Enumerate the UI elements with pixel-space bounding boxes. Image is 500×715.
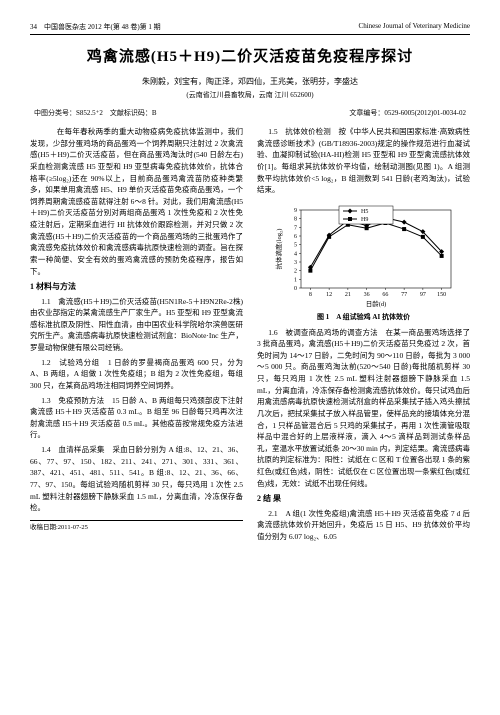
paper-title: 鸡禽流感(H5＋H9)二价灭活疫苗免疫程序探讨 [30,45,470,66]
section-2: 2 结 果 [257,493,470,505]
svg-text:4: 4 [294,251,297,257]
svg-text:0: 0 [294,286,297,292]
body-columns: 在每年春秋两季的重大动物疫病免疫抗体监测中，我们发现，少部分蛋鸡场的商品蛋鸡一个… [30,126,470,543]
svg-text:6: 6 [294,234,297,240]
hdr-left: 34 中国兽医杂志 2012 年(第 48 卷)第 1 期 [30,22,161,32]
meta-line: 中图分类号：S852.5⁺2 文献标识码：B 文章编号：0529-6005(20… [30,108,470,118]
meta-right: 文章编号：0529-6005(2012)01-0034-02 [349,108,466,118]
para-1-3: 1.3 免疫预防方法 15 日龄 A、B 两组每只鸡颈部皮下注射禽流感 H5＋H… [30,395,243,442]
svg-text:36: 36 [363,292,369,298]
section-1: 1 材料与方法 [30,281,243,293]
svg-text:2: 2 [294,268,297,274]
hdr-right: Chinese Journal of Veterinary Medicine [359,22,470,32]
meta-left: 中图分类号：S852.5⁺2 文献标识码：B [34,108,157,118]
svg-text:抗体滴度(log₂): 抗体滴度(log₂) [274,228,283,269]
page-header: 34 中国兽医杂志 2012 年(第 48 卷)第 1 期 Chinese Jo… [30,22,470,35]
svg-text:H9: H9 [361,217,368,223]
svg-text:8: 8 [308,292,311,298]
para-1-5: 1.5 抗体效价检测 按《中华人民共和国国家标准·高致病性禽流感诊断技术》(GB… [257,126,470,196]
para-2-1: 2.1 A 组(1 次性免疫组)禽流感 H5＋H9 灭活疫苗免疫 7 d 后禽流… [257,508,470,543]
svg-text:77: 77 [401,292,407,298]
svg-text:12: 12 [326,292,332,298]
svg-text:97: 97 [419,292,425,298]
svg-text:1: 1 [294,277,297,283]
para-1-6: 1.6 被调查商品鸡场的调查方法 在某一商品蛋鸡场选择了 3 批商品蛋鸡，禽流感… [257,327,470,490]
para-1-1: 1.1 禽流感(H5＋H9)二价灭活疫苗(H5N1Re-5＋H9N2Re-2株)… [30,296,243,354]
svg-text:H5: H5 [361,209,368,215]
svg-text:9: 9 [294,208,297,214]
svg-text:7: 7 [294,225,297,231]
svg-text:150: 150 [437,292,446,298]
svg-text:21: 21 [344,292,350,298]
figure-1: 01234567898122136667797150日龄(d)抗体滴度(log₂… [257,200,470,323]
chart-svg: 01234567898122136667797150日龄(d)抗体滴度(log₂… [269,200,459,310]
para-1-4: 1.4 血清样品采集 采血日龄分别为 A 组:8、12、21、36、66、77、… [30,444,243,514]
authors: 朱刚毅，刘宝有，陶正泽，邓四仙，王兆美，张明芬，李盛达 [30,76,470,87]
svg-text:8: 8 [294,216,297,222]
affiliation: (云南省江川县畜牧局，云南 江川 652600) [30,90,470,100]
svg-text:5: 5 [294,242,297,248]
figure-1-caption: 图 1 A 组试验鸡 AI 抗体效价 [257,312,470,323]
svg-text:日龄(d): 日龄(d) [365,299,386,308]
svg-text:66: 66 [382,292,388,298]
para-1-2: 1.2 试验鸡分组 1 日龄的罗曼褐商品蛋鸡 600 只，分为 A、B 两组，A… [30,357,243,392]
intro-para: 在每年春秋两季的重大动物疫病免疫抗体监测中，我们发现，少部分蛋鸡场的商品蛋鸡一个… [30,126,243,277]
footnote: 收稿日期:2011-07-25 [30,520,243,533]
svg-text:3: 3 [294,260,297,266]
